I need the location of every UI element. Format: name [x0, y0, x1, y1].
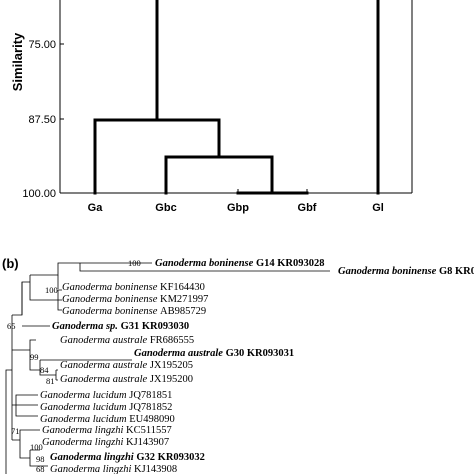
bootstrap-value: 100 — [30, 442, 43, 452]
panel-label-b: (b) — [2, 256, 19, 271]
taxon-name: Ganoderma lucidum — [40, 414, 129, 425]
taxon-label: Ganoderma lucidum JQ781852 — [40, 402, 172, 413]
taxon-name: Ganoderma australe — [60, 374, 150, 385]
dendrogram-panel: 75.00 87.50 100.00 Similarity Ga Gbc Gbp… — [10, 0, 413, 214]
taxa-labels: Ganoderma boninense G14 KR093028Ganoderm… — [40, 258, 474, 474]
taxon-name: Ganoderma boninense — [338, 266, 439, 277]
leaf-label-ga: Ga — [88, 202, 104, 214]
taxon-accession: JQ781851 — [129, 390, 172, 401]
subclade-australe — [39, 359, 132, 380]
taxon-name: Ganoderma lucidum — [40, 390, 129, 401]
taxon-name: Ganoderma lingzhi — [42, 437, 126, 448]
taxon-name: Ganoderma lucidum — [40, 402, 129, 413]
dendrogram-branches — [93, 0, 380, 195]
taxon-accession: G30 KR093031 — [226, 348, 295, 359]
taxon-label: Ganoderma lingzhi KJ143907 — [42, 437, 169, 448]
taxon-label: Ganoderma boninense G8 KR093029 — [338, 266, 474, 277]
bootstrap-value: 65 — [7, 321, 16, 331]
bootstrap-value: 84 — [40, 365, 49, 375]
bootstrap-value: 71 — [11, 426, 20, 436]
bootstrap-value: 81 — [46, 376, 55, 386]
taxon-name: Ganoderma boninense — [62, 294, 160, 305]
taxon-label: Ganoderma boninense G14 KR093028 — [155, 258, 324, 269]
tree-branches — [5, 262, 330, 474]
taxon-accession: FR686555 — [150, 335, 194, 346]
bootstrap-value: 100 — [128, 258, 141, 268]
subclade-mid — [29, 275, 62, 311]
taxon-name: Ganoderma boninense — [62, 306, 160, 317]
leaf-label-gl: Gl — [372, 202, 384, 214]
taxon-accession: G31 KR093030 — [121, 321, 190, 332]
taxon-name: Ganoderma lingzhi — [50, 464, 134, 474]
taxon-name: Ganoderma lingzhi — [42, 425, 126, 436]
taxon-accession: G32 KR093032 — [136, 452, 205, 463]
taxon-accession: KJ143907 — [126, 437, 169, 448]
bootstrap-value: 68 — [36, 464, 45, 474]
leaf-label-gbc: Gbc — [155, 202, 176, 214]
taxon-accession: JQ781852 — [129, 402, 172, 413]
taxon-name: Ganoderma australe — [134, 348, 226, 359]
taxon-label: Ganoderma australe FR686555 — [60, 335, 194, 346]
clade-boninense — [12, 281, 30, 316]
y-tick-label: 87.50 — [28, 114, 56, 126]
taxon-name: Ganoderma australe — [60, 335, 150, 346]
bootstrap-value: 100 — [45, 285, 58, 295]
leaf-label-gbp: Gbp — [227, 202, 249, 214]
taxon-label: Ganoderma australe JX195205 — [60, 360, 193, 371]
y-tick-label: 100.00 — [22, 188, 56, 200]
y-tick-label: 75.00 — [28, 39, 56, 51]
leaf-australe-a — [56, 369, 58, 381]
clade-lingzhi — [12, 429, 48, 467]
bootstrap-value: 98 — [36, 454, 45, 464]
backbone — [5, 369, 12, 474]
taxon-accession: EU498090 — [129, 414, 175, 425]
taxon-accession: JX195200 — [150, 374, 193, 385]
taxon-label: Ganoderma sp. G31 KR093030 — [52, 321, 189, 332]
clade-australe — [12, 339, 40, 371]
taxon-label: Ganoderma australe JX195200 — [60, 374, 193, 385]
taxon-accession: KM271997 — [160, 294, 208, 305]
taxon-label: Ganoderma lucidum JQ781851 — [40, 390, 172, 401]
taxon-name: Ganoderma boninense — [62, 282, 160, 293]
leaf-label-gbf: Gbf — [298, 202, 317, 214]
taxon-accession: KF164430 — [160, 282, 205, 293]
branch-gbc-cluster — [164, 155, 274, 195]
clade-lucidum — [12, 394, 38, 417]
taxon-label: Ganoderma lucidum EU498090 — [40, 414, 175, 425]
taxon-name: Ganoderma australe — [60, 360, 150, 371]
taxon-accession: G14 KR093028 — [256, 258, 325, 269]
taxon-label: Ganoderma australe G30 KR093031 — [134, 348, 294, 359]
taxon-label: Ganoderma lingzhi KC511557 — [42, 425, 172, 436]
taxon-accession: KJ143908 — [134, 464, 177, 474]
bootstrap-value: 99 — [30, 352, 39, 362]
taxon-label: Ganoderma boninense KF164430 — [62, 282, 205, 293]
taxon-name: Ganoderma lingzhi — [50, 452, 136, 463]
taxon-accession: KC511557 — [126, 425, 172, 436]
taxon-label: Ganoderma boninense KM271997 — [62, 294, 208, 305]
taxon-accession: JX195205 — [150, 360, 193, 371]
taxon-name: Ganoderma sp. — [52, 321, 121, 332]
taxon-label: Ganoderma lingzhi KJ143908 — [50, 464, 177, 474]
taxon-accession: G8 KR093029 — [439, 266, 474, 277]
y-axis-title: Similarity — [10, 32, 25, 91]
phylogenetic-tree-panel: (b) 100 100 65 99 84 81 71 — [2, 256, 474, 474]
taxon-accession: AB985729 — [160, 306, 206, 317]
taxon-name: Ganoderma boninense — [155, 258, 256, 269]
taxon-label: Ganoderma lingzhi G32 KR093032 — [50, 452, 205, 463]
taxon-label: Ganoderma boninense AB985729 — [62, 306, 206, 317]
subclade-top — [30, 262, 330, 276]
